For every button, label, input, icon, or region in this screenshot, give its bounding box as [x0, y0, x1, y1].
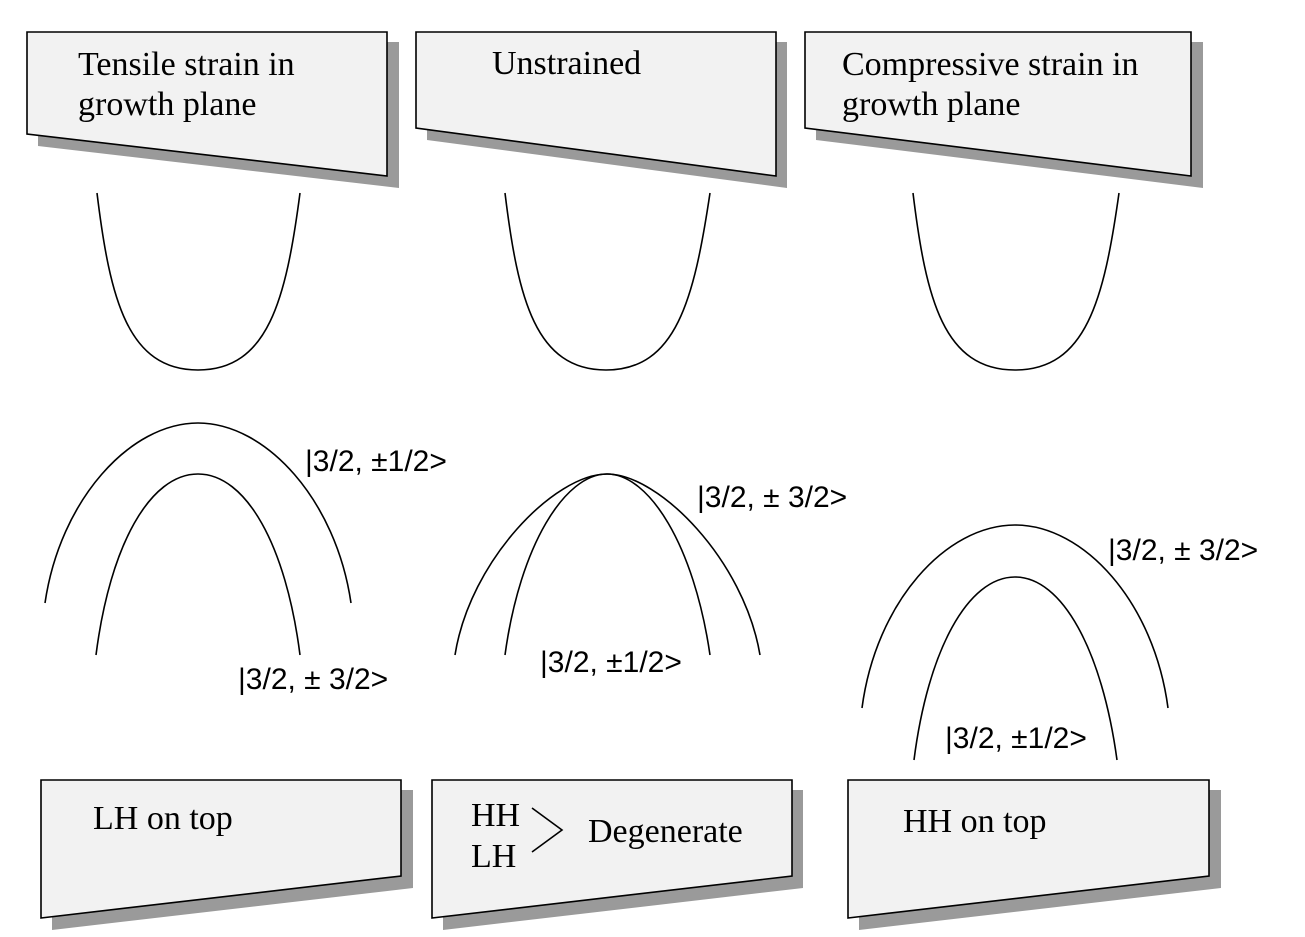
result-compressive: HH on top — [903, 803, 1047, 840]
label-unstrained-lower: |3/2, ±1/2> — [540, 646, 682, 679]
result-box-compressive: HH on top — [847, 779, 1221, 930]
label-unstrained-upper: |3/2, ± 3/2> — [697, 481, 847, 514]
label-tensile-lower: |3/2, ± 3/2> — [238, 663, 388, 696]
valence-band-tensile-lower — [95, 473, 301, 656]
conduction-band-tensile — [96, 192, 301, 371]
label-compressive-upper: |3/2, ± 3/2> — [1108, 534, 1258, 567]
valence-band-tensile-upper — [44, 422, 352, 604]
conduction-band-compressive — [912, 192, 1120, 371]
title-tensile-line2: growth plane — [78, 86, 256, 123]
result-tensile: LH on top — [93, 800, 233, 837]
valence-band-compressive-upper — [861, 524, 1169, 709]
title-compressive-line1: Compressive strain in — [842, 46, 1139, 83]
result-unstrained-hh: HH — [471, 797, 520, 834]
result-unstrained-degenerate: Degenerate — [588, 813, 743, 850]
merge-chevron — [531, 807, 564, 853]
label-compressive-lower: |3/2, ±1/2> — [945, 722, 1087, 755]
valence-band-unstrained-narrow — [504, 473, 711, 656]
result-unstrained-lh: LH — [471, 838, 516, 875]
title-compressive-line2: growth plane — [842, 86, 1020, 123]
result-box-tensile: LH on top — [40, 779, 413, 930]
label-tensile-upper: |3/2, ±1/2> — [305, 445, 447, 478]
title-box-compressive: Compressive strain in growth plane — [804, 31, 1203, 188]
valence-band-compressive-lower — [913, 576, 1118, 761]
title-box-tensile: Tensile strain in growth plane — [26, 31, 399, 188]
title-box-unstrained: Unstrained — [415, 31, 787, 188]
result-box-unstrained: HH LH Degenerate — [431, 779, 803, 930]
title-tensile-line1: Tensile strain in — [78, 46, 295, 83]
title-unstrained: Unstrained — [492, 45, 641, 82]
conduction-band-unstrained — [504, 192, 711, 371]
